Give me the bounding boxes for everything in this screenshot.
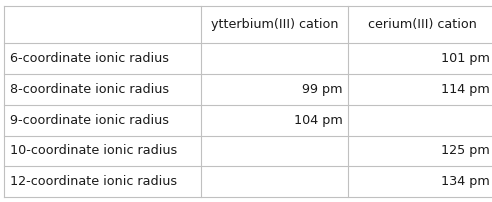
Text: 134 pm: 134 pm [441, 175, 490, 188]
Text: 101 pm: 101 pm [441, 52, 490, 65]
Text: 10-coordinate ionic radius: 10-coordinate ionic radius [10, 144, 177, 157]
Text: 12-coordinate ionic radius: 12-coordinate ionic radius [10, 175, 177, 188]
Text: ytterbium(III) cation: ytterbium(III) cation [211, 18, 338, 31]
Text: 99 pm: 99 pm [302, 83, 342, 96]
Text: 6-coordinate ionic radius: 6-coordinate ionic radius [10, 52, 169, 65]
Text: 8-coordinate ionic radius: 8-coordinate ionic radius [10, 83, 169, 96]
Text: 9-coordinate ionic radius: 9-coordinate ionic radius [10, 114, 169, 127]
Text: 114 pm: 114 pm [441, 83, 490, 96]
Text: 104 pm: 104 pm [294, 114, 342, 127]
Text: 125 pm: 125 pm [441, 144, 490, 157]
Text: cerium(III) cation: cerium(III) cation [368, 18, 477, 31]
